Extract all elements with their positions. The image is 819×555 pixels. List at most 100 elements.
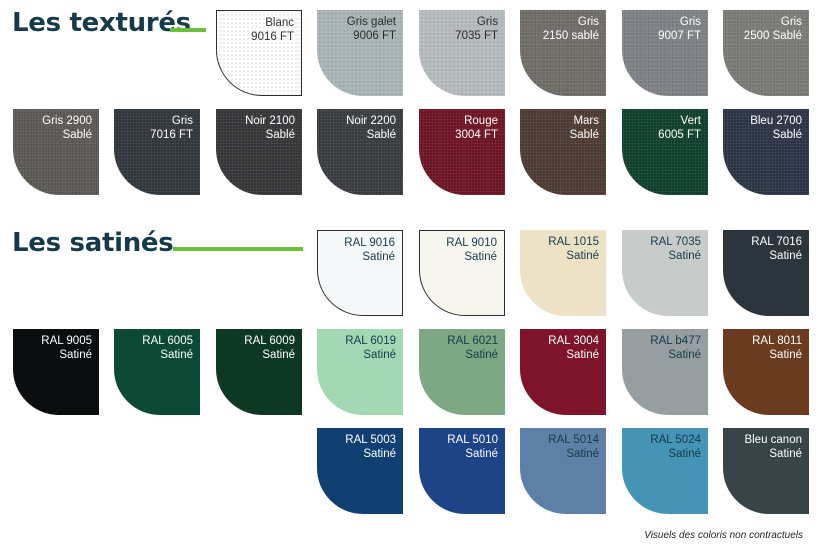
swatch-finish: Satiné bbox=[668, 349, 701, 361]
swatch-color-name: Gris galet bbox=[346, 16, 396, 28]
swatch-finish: Sablé bbox=[265, 129, 295, 141]
swatch-color-name: RAL 6005 bbox=[142, 335, 193, 347]
swatch-finish: Satiné bbox=[465, 448, 498, 460]
swatch-ral-7035-satine[interactable]: RAL 7035 Satiné bbox=[622, 230, 708, 316]
swatch-color-name: RAL 7035 bbox=[650, 236, 701, 248]
swatch-vert-6005-ft[interactable]: Vert 6005 FT bbox=[622, 109, 708, 195]
swatch-color-name: RAL 9010 bbox=[446, 237, 497, 249]
swatch-label: Noir 2100 Sablé bbox=[220, 114, 295, 142]
swatch-color-name: RAL 5003 bbox=[345, 434, 396, 446]
swatch-noir-2100-sable[interactable]: Noir 2100 Sablé bbox=[216, 109, 302, 195]
swatch-ral-b477-satine[interactable]: RAL b477 Satiné bbox=[622, 329, 708, 415]
swatch-label: RAL 7016 Satiné bbox=[727, 235, 802, 263]
swatch-ral-1015-satine[interactable]: RAL 1015 Satiné bbox=[520, 230, 606, 316]
swatch-ral-5024-satine[interactable]: RAL 5024 Satiné bbox=[622, 428, 708, 514]
swatch-color-name: Gris bbox=[171, 115, 193, 127]
swatch-gris-7035-ft[interactable]: Gris 7035 FT bbox=[419, 10, 505, 96]
swatch-ral-9016-satine[interactable]: RAL 9016 Satiné bbox=[317, 230, 403, 316]
swatch-color-name: Gris 2900 bbox=[42, 115, 92, 127]
swatch-color-name: RAL 7016 bbox=[751, 236, 802, 248]
swatch-label: RAL 9005 Satiné bbox=[17, 334, 92, 362]
swatch-finish: Satiné bbox=[769, 349, 802, 361]
swatch-label: RAL 6009 Satiné bbox=[220, 334, 295, 362]
swatch-ral-5003-satine[interactable]: RAL 5003 Satiné bbox=[317, 428, 403, 514]
swatch-ral-9010-satine[interactable]: RAL 9010 Satiné bbox=[419, 230, 505, 316]
swatch-finish: Satiné bbox=[160, 349, 193, 361]
swatch-bleu-2700-sable[interactable]: Bleu 2700 Sablé bbox=[723, 109, 809, 195]
swatch-finish: Satiné bbox=[362, 251, 395, 263]
swatch-label: Gris 9007 FT bbox=[626, 15, 701, 43]
swatch-finish: Satiné bbox=[668, 448, 701, 460]
swatch-finish: 6005 FT bbox=[658, 129, 701, 141]
swatch-noir-2200-sable[interactable]: Noir 2200 Sablé bbox=[317, 109, 403, 195]
swatch-ral-9005-satine[interactable]: RAL 9005 Satiné bbox=[13, 329, 99, 415]
swatch-color-name: RAL b477 bbox=[650, 335, 701, 347]
satin-heading-underline bbox=[173, 247, 303, 251]
swatch-ral-5010-satine[interactable]: RAL 5010 Satiné bbox=[419, 428, 505, 514]
swatch-mars-sable[interactable]: Mars Sablé bbox=[520, 109, 606, 195]
swatch-finish: Sablé bbox=[366, 129, 396, 141]
swatch-gris-7016-ft[interactable]: Gris 7016 FT bbox=[114, 109, 200, 195]
swatch-ral-8011-satine[interactable]: RAL 8011 Satiné bbox=[723, 329, 809, 415]
swatch-label: RAL 9010 Satiné bbox=[424, 236, 497, 264]
swatch-finish: Satiné bbox=[465, 349, 498, 361]
swatch-color-name: RAL 6021 bbox=[447, 335, 498, 347]
swatch-label: Mars Sablé bbox=[524, 114, 599, 142]
textured-heading-underline bbox=[170, 28, 206, 32]
swatch-finish: Sablé bbox=[569, 129, 599, 141]
swatch-ral-5014-satine[interactable]: RAL 5014 Satiné bbox=[520, 428, 606, 514]
swatch-finish: 9007 FT bbox=[658, 30, 701, 42]
swatch-color-name: Gris bbox=[780, 16, 802, 28]
swatch-label: Noir 2200 Sablé bbox=[321, 114, 396, 142]
swatch-label: RAL 6005 Satiné bbox=[118, 334, 193, 362]
swatch-finish: Satiné bbox=[59, 349, 92, 361]
swatch-ral-6019-satine[interactable]: RAL 6019 Satiné bbox=[317, 329, 403, 415]
swatch-finish: Satiné bbox=[363, 349, 396, 361]
swatch-bleu-canon-satine[interactable]: Bleu canon Satiné bbox=[723, 428, 809, 514]
swatch-color-name: Blanc bbox=[265, 17, 294, 29]
swatch-label: Gris 2500 Sablé bbox=[727, 15, 802, 43]
swatch-label: RAL 3004 Satiné bbox=[524, 334, 599, 362]
swatch-ral-7016-satine[interactable]: RAL 7016 Satiné bbox=[723, 230, 809, 316]
swatch-label: Vert 6005 FT bbox=[626, 114, 701, 142]
swatch-finish: Satiné bbox=[566, 349, 599, 361]
swatch-blanc-9016-ft[interactable]: Blanc 9016 FT bbox=[216, 10, 302, 96]
swatch-color-name: RAL 6019 bbox=[345, 335, 396, 347]
swatch-color-name: Rouge bbox=[464, 115, 498, 127]
swatch-finish: Satiné bbox=[769, 448, 802, 460]
swatch-ral-6005-satine[interactable]: RAL 6005 Satiné bbox=[114, 329, 200, 415]
swatch-finish: Satiné bbox=[262, 349, 295, 361]
swatch-finish: Satiné bbox=[566, 448, 599, 460]
swatch-label: RAL 9016 Satiné bbox=[322, 236, 395, 264]
swatch-color-name: Gris bbox=[679, 16, 701, 28]
swatch-label: Gris 2150 sablé bbox=[524, 15, 599, 43]
swatch-finish: 2150 sablé bbox=[542, 30, 599, 42]
swatch-rouge-3004-ft[interactable]: Rouge 3004 FT bbox=[419, 109, 505, 195]
swatch-finish: 9016 FT bbox=[251, 31, 294, 43]
swatch-label: RAL b477 Satiné bbox=[626, 334, 701, 362]
swatch-color-name: Bleu 2700 bbox=[750, 115, 802, 127]
swatch-ral-6021-satine[interactable]: RAL 6021 Satiné bbox=[419, 329, 505, 415]
swatch-finish: Sablé bbox=[772, 129, 802, 141]
swatch-label: RAL 5014 Satiné bbox=[524, 433, 599, 461]
swatch-color-name: RAL 5010 bbox=[447, 434, 498, 446]
swatch-label: RAL 5024 Satiné bbox=[626, 433, 701, 461]
swatch-color-name: RAL 6009 bbox=[244, 335, 295, 347]
swatch-finish: Satiné bbox=[464, 251, 497, 263]
swatch-gris-9007-ft[interactable]: Gris 9007 FT bbox=[622, 10, 708, 96]
swatch-gris-2500-sable[interactable]: Gris 2500 Sablé bbox=[723, 10, 809, 96]
swatch-label: RAL 1015 Satiné bbox=[524, 235, 599, 263]
swatch-gris-2150-sable[interactable]: Gris 2150 sablé bbox=[520, 10, 606, 96]
swatch-color-name: RAL 3004 bbox=[548, 335, 599, 347]
swatch-gris-galet-9006-ft[interactable]: Gris galet 9006 FT bbox=[317, 10, 403, 96]
swatch-finish: Satiné bbox=[566, 250, 599, 262]
satin-heading: Les satinés bbox=[12, 228, 174, 258]
swatch-color-name: Noir 2200 bbox=[346, 115, 396, 127]
swatch-finish: Sablé bbox=[62, 129, 92, 141]
swatch-color-name: Gris bbox=[476, 16, 498, 28]
swatch-ral-3004-satine[interactable]: RAL 3004 Satiné bbox=[520, 329, 606, 415]
disclaimer-note: Visuels des coloris non contractuels bbox=[644, 530, 803, 541]
swatch-ral-6009-satine[interactable]: RAL 6009 Satiné bbox=[216, 329, 302, 415]
swatch-label: Gris 7016 FT bbox=[118, 114, 193, 142]
swatch-gris-2900-sable[interactable]: Gris 2900 Sablé bbox=[13, 109, 99, 195]
